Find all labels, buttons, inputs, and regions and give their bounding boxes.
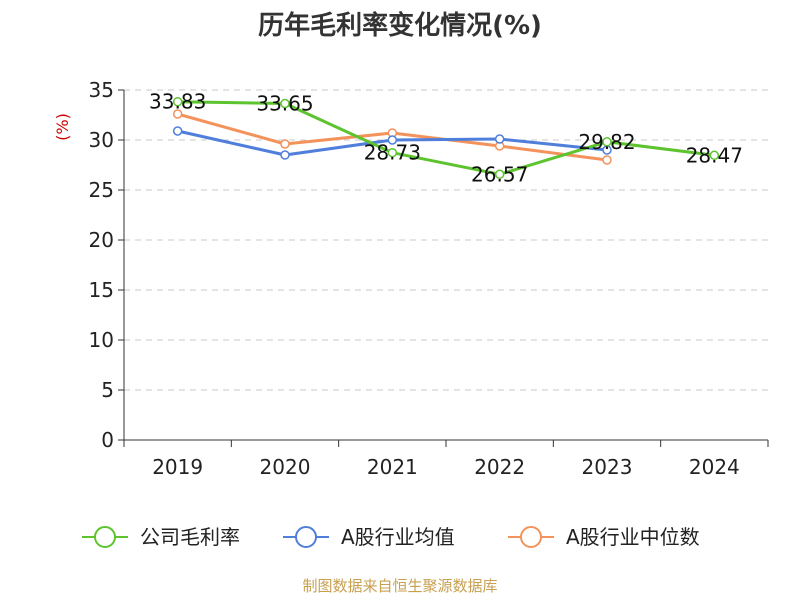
legend-marker (94, 526, 116, 548)
x-tick-label: 2024 (689, 455, 740, 479)
legend-label: A股行业中位数 (566, 525, 700, 549)
legend-label: A股行业均值 (341, 525, 455, 549)
data-point[interactable] (494, 169, 505, 180)
x-tick-label: 2020 (260, 455, 311, 479)
data-point[interactable] (494, 134, 505, 144)
legend-marker (520, 526, 542, 548)
y-tick-label: 20 (89, 228, 114, 252)
y-tick-label: 25 (89, 178, 114, 202)
data-labels: 33.83 33.65 28.73 26.57 29.82 28.47 (149, 90, 743, 187)
data-point[interactable] (387, 147, 398, 158)
series-0 (172, 96, 720, 180)
data-label: 33.65 (256, 92, 313, 116)
data-label: 29.82 (578, 130, 635, 154)
data-point[interactable] (172, 109, 183, 119)
legend-marker (295, 526, 317, 548)
chart-title: 历年毛利率变化情况(%) (258, 10, 542, 41)
y-tick-label: 5 (101, 378, 114, 402)
legend[interactable]: 公司毛利率 A股行业均值 A股行业中位数 (82, 525, 700, 549)
y-tick-label: 30 (89, 128, 114, 152)
data-label: 26.57 (471, 162, 528, 186)
data-label: 28.73 (364, 141, 421, 165)
data-point[interactable] (602, 155, 612, 165)
y-tick-label: 0 (101, 428, 114, 452)
legend-label: 公司毛利率 (140, 525, 240, 549)
series-2 (172, 109, 612, 165)
x-tick-label: 2021 (367, 455, 418, 479)
x-tick-label: 2022 (474, 455, 525, 479)
legend-item-0[interactable]: 公司毛利率 (82, 525, 240, 549)
data-point[interactable] (709, 150, 720, 161)
data-point[interactable] (280, 98, 290, 109)
y-tick-label: 10 (89, 328, 114, 352)
data-point[interactable] (280, 139, 290, 149)
series-line (177, 100, 715, 176)
data-point[interactable] (280, 150, 290, 160)
legend-item-2[interactable]: A股行业中位数 (508, 525, 700, 549)
series-lines (172, 96, 720, 180)
source-note: 制图数据来自恒生聚源数据库 (302, 577, 497, 595)
series-1 (172, 126, 612, 160)
y-tick-label: 35 (89, 78, 114, 102)
axes: 0 5 10 15 20 25 30 35 2019 2020 2021 2022 2023 2024 (89, 78, 769, 479)
data-point[interactable] (172, 96, 183, 107)
data-point[interactable] (387, 135, 398, 145)
data-point[interactable] (172, 126, 183, 136)
grid-lines (124, 89, 768, 391)
data-point[interactable] (602, 137, 612, 147)
data-label: 28.47 (686, 143, 743, 167)
x-tick-label: 2023 (582, 455, 633, 479)
data-label: 33.83 (149, 90, 206, 114)
x-tick-label: 2019 (152, 455, 203, 479)
y-tick-label: 15 (89, 278, 114, 302)
legend-item-1[interactable]: A股行业均值 (283, 525, 455, 549)
y-axis-label: (%) (53, 113, 72, 141)
